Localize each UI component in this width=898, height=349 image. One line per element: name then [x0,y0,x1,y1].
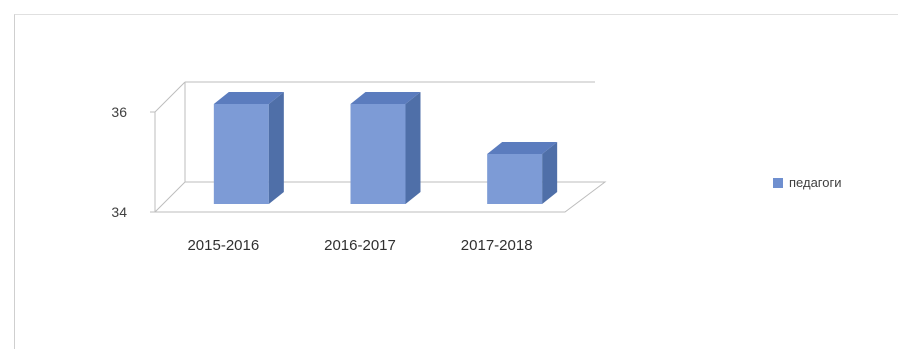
bar-side [542,142,558,204]
bar-2016-2017 [350,92,421,204]
bar-top [213,92,284,104]
bar-top [350,92,421,104]
chart-floor [153,181,607,213]
side-wall-top [154,81,186,113]
y-tick-label: 34 [111,204,127,220]
chart-frame [14,14,898,349]
bar-2017-2018 [487,142,558,204]
x-tick-label: 2017-2018 [461,237,533,254]
bar-front [213,104,269,204]
x-axis-labels: 2015-2016 2016-2017 2017-2018 [187,237,532,254]
y-tick-label: 36 [111,104,127,120]
legend-swatch [773,177,783,188]
bar-front [350,104,406,204]
x-tick-label: 2016-2017 [324,237,396,254]
bar-2015-2016 [213,92,284,204]
chart-bars [213,92,558,204]
legend-label: педагоги [789,175,842,190]
legend: педагоги [773,175,842,190]
bar-top [487,142,558,154]
y-axis-ticks: 34 36 [111,104,155,220]
chart-walls [153,81,607,213]
bar-front [487,154,543,204]
x-tick-label: 2015-2016 [187,237,259,254]
bar-side [268,92,284,204]
bar-side [405,92,421,204]
